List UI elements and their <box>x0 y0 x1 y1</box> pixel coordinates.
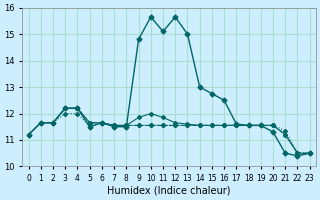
X-axis label: Humidex (Indice chaleur): Humidex (Indice chaleur) <box>108 186 231 196</box>
